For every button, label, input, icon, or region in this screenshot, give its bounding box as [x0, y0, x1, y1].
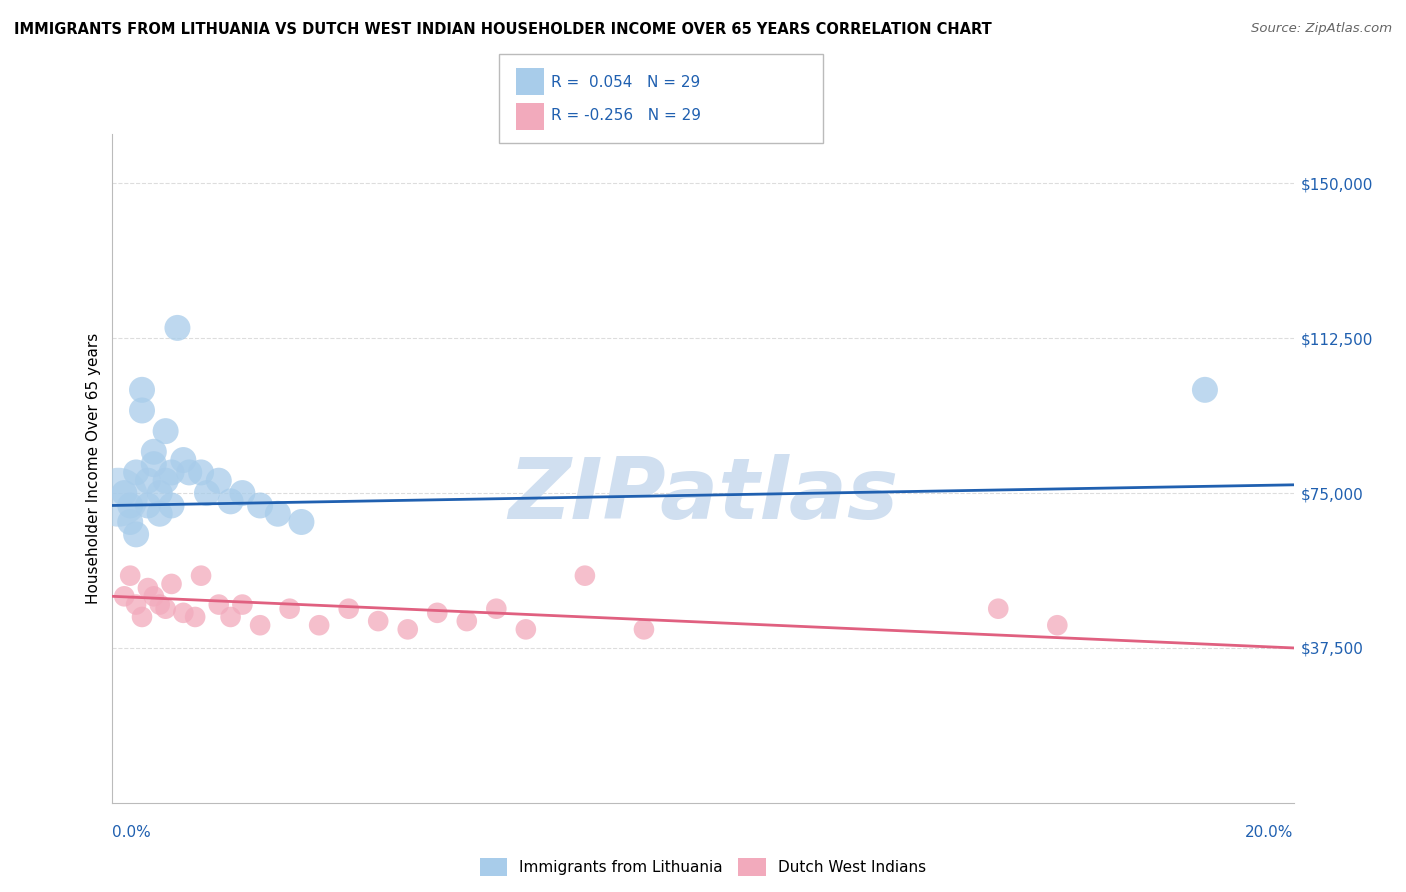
- Point: [107, 490, 129, 504]
- Point: [219, 494, 242, 508]
- Point: [172, 606, 194, 620]
- Point: [125, 466, 148, 480]
- Point: [142, 444, 165, 458]
- Point: [184, 610, 207, 624]
- Point: [149, 598, 172, 612]
- Point: [1194, 383, 1216, 397]
- Point: [308, 618, 330, 632]
- Point: [155, 601, 177, 615]
- Point: [125, 527, 148, 541]
- Text: 20.0%: 20.0%: [1246, 825, 1294, 840]
- Point: [179, 466, 201, 480]
- Point: [987, 601, 1010, 615]
- Point: [633, 623, 655, 637]
- Point: [131, 403, 153, 417]
- Point: [208, 598, 231, 612]
- Point: [195, 486, 218, 500]
- Point: [112, 590, 135, 604]
- Point: [574, 568, 596, 582]
- Point: [337, 601, 360, 615]
- Point: [190, 568, 212, 582]
- Text: ZIPatlas: ZIPatlas: [508, 453, 898, 537]
- Point: [160, 466, 183, 480]
- Point: [160, 499, 183, 513]
- Point: [160, 577, 183, 591]
- Text: 0.0%: 0.0%: [112, 825, 152, 840]
- Point: [120, 515, 142, 529]
- Point: [125, 598, 148, 612]
- Point: [149, 507, 172, 521]
- Point: [396, 623, 419, 637]
- Point: [231, 486, 253, 500]
- Point: [278, 601, 301, 615]
- Point: [267, 507, 290, 521]
- Point: [290, 515, 312, 529]
- Point: [155, 474, 177, 488]
- Legend: Immigrants from Lithuania, Dutch West Indians: Immigrants from Lithuania, Dutch West In…: [474, 852, 932, 882]
- Point: [426, 606, 449, 620]
- Point: [485, 601, 508, 615]
- Point: [367, 614, 389, 628]
- Point: [131, 383, 153, 397]
- Point: [136, 474, 159, 488]
- Point: [166, 321, 188, 335]
- Point: [155, 424, 177, 438]
- Point: [172, 453, 194, 467]
- Point: [208, 474, 231, 488]
- Point: [456, 614, 478, 628]
- Point: [231, 598, 253, 612]
- Point: [120, 499, 142, 513]
- Point: [142, 457, 165, 471]
- Point: [120, 568, 142, 582]
- Point: [131, 610, 153, 624]
- Point: [136, 499, 159, 513]
- Text: Source: ZipAtlas.com: Source: ZipAtlas.com: [1251, 22, 1392, 36]
- Point: [1046, 618, 1069, 632]
- Point: [249, 499, 271, 513]
- Point: [142, 590, 165, 604]
- Text: IMMIGRANTS FROM LITHUANIA VS DUTCH WEST INDIAN HOUSEHOLDER INCOME OVER 65 YEARS : IMMIGRANTS FROM LITHUANIA VS DUTCH WEST …: [14, 22, 991, 37]
- Point: [149, 486, 172, 500]
- Point: [136, 581, 159, 595]
- Point: [190, 466, 212, 480]
- Text: R = -0.256   N = 29: R = -0.256 N = 29: [551, 108, 702, 123]
- Y-axis label: Householder Income Over 65 years: Householder Income Over 65 years: [86, 333, 101, 604]
- Text: R =  0.054   N = 29: R = 0.054 N = 29: [551, 75, 700, 89]
- Point: [249, 618, 271, 632]
- Point: [112, 486, 135, 500]
- Point: [515, 623, 537, 637]
- Point: [219, 610, 242, 624]
